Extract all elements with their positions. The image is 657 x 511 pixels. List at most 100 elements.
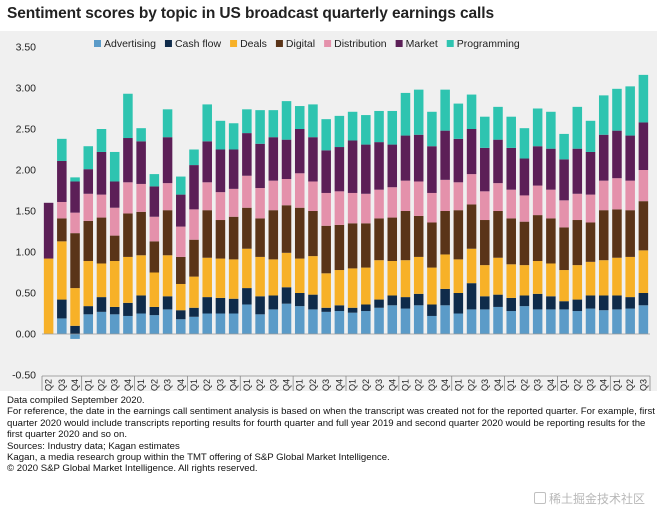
bar-segment-cash-flow [585, 295, 596, 309]
bar-segment-digital [202, 210, 212, 258]
x-tick-label: Q4 [282, 379, 292, 391]
x-tick-label: Q3 [215, 379, 225, 391]
bar-segment-digital [242, 207, 252, 249]
bar-segment-cash-flow [440, 288, 450, 306]
x-tick-label: Q3 [110, 379, 120, 391]
bar-segment-cash-flow [413, 293, 424, 306]
bar-segment-market [109, 181, 120, 208]
x-tick-label: Q3 [374, 379, 384, 391]
bar-segment-market [413, 134, 424, 182]
bar-segment-programming [83, 146, 94, 170]
bar-segment-digital [638, 201, 649, 251]
bar-segment-programming [215, 120, 226, 150]
legend-swatch-distribution [324, 40, 332, 47]
bar-segment-distribution [612, 178, 622, 210]
bar-segment-distribution [453, 182, 464, 211]
bar-segment-market [387, 144, 398, 188]
bar-segment-advertising [308, 309, 318, 334]
bar-segment-advertising [559, 309, 569, 334]
bar-segment-market [598, 134, 609, 181]
bar-segment-digital [123, 213, 133, 257]
bar-segment-deals [176, 283, 186, 311]
bar-segment-market [202, 141, 212, 183]
bar-segment-advertising [493, 306, 503, 334]
bar-segment-digital [519, 221, 530, 266]
bar-segment-programming [506, 116, 516, 148]
bar-segment-market [149, 186, 160, 217]
bar-segment-deals [480, 265, 490, 297]
bar-segment-distribution [123, 182, 133, 214]
bar-segment-deals [519, 265, 530, 296]
bar-segment-cash-flow [546, 296, 556, 310]
bar-segment-deals [43, 258, 54, 334]
bar-segment-programming [308, 104, 318, 138]
bar-segment-deals [413, 256, 424, 294]
bar-segment-cash-flow [189, 307, 199, 317]
legend-swatch-programming [446, 40, 454, 47]
note-kagan: Kagan, a media research group within the… [7, 452, 390, 464]
bar-segment-market [215, 149, 226, 193]
bar-segment-advertising [585, 308, 596, 334]
bar-segment-cash-flow [321, 307, 331, 312]
bar-segment-deals [506, 264, 516, 298]
bar-segment-deals [347, 268, 358, 308]
bar-segment-cash-flow [612, 295, 622, 310]
title-bar: Sentiment scores by topic in US broadcas… [0, 0, 657, 30]
bar-segment-cash-flow [162, 296, 173, 310]
bar-segment-deals [598, 260, 609, 296]
bar-segment-cash-flow [308, 294, 318, 310]
x-tick-label: Q3 [638, 379, 648, 391]
bar-segment-market [519, 158, 530, 196]
bar-segment-digital [585, 222, 596, 262]
bar-segment-deals [532, 261, 543, 294]
bar-segment-market [400, 135, 411, 181]
legend-label: Digital [286, 38, 315, 50]
bar-segment-market [361, 144, 371, 194]
legend-label: Programming [457, 38, 520, 50]
bar-segment-advertising [242, 304, 252, 334]
x-tick-label: Q2 [467, 379, 477, 391]
bar-segment-distribution [321, 192, 331, 226]
bar-segment-cash-flow [532, 293, 543, 310]
x-tick-label: Q2 [96, 379, 106, 391]
bar-segment-distribution [308, 181, 318, 211]
bar-segment-programming [228, 123, 239, 150]
bar-segment-programming [546, 111, 556, 149]
bar-segment-deals [374, 260, 384, 300]
bar-segment-distribution [149, 216, 160, 242]
bar-segment-market [347, 140, 358, 193]
x-tick-label: Q1 [136, 379, 146, 391]
bar-segment-cash-flow [598, 295, 609, 311]
bar-segment-market [255, 143, 265, 189]
notes: Data compiled September 2020. For refere… [7, 395, 655, 475]
bar-segment-cash-flow [625, 297, 635, 309]
bar-segment-programming [334, 115, 345, 148]
bar-segment-digital [83, 220, 94, 262]
bar-segment-advertising [625, 308, 635, 334]
bar-segment-digital [361, 223, 371, 268]
bar-segment-programming [598, 95, 609, 135]
x-tick-label: Q1 [400, 379, 410, 391]
legend-swatch-cash-flow [164, 40, 172, 47]
bar-segment-market [532, 146, 543, 186]
x-tick-label: Q1 [83, 379, 93, 391]
bar-segment-cash-flow [559, 301, 569, 310]
bar-segment-distribution [281, 179, 292, 206]
bar-segment-advertising [453, 313, 464, 334]
bar-segment-cash-flow [361, 304, 371, 312]
x-tick-label: Q2 [361, 379, 371, 391]
bar-segment-deals [149, 272, 160, 307]
bar-segment-distribution [427, 192, 437, 223]
bar-segment-programming [559, 133, 569, 160]
bar-segment-digital [334, 224, 345, 271]
bar-segment-cash-flow [57, 299, 67, 319]
y-tick-label: 3.50 [16, 42, 37, 54]
bar-segment-programming [162, 109, 173, 138]
bar-segment-market [281, 139, 292, 180]
bar-segment-cash-flow [149, 306, 160, 316]
bar-segment-advertising [189, 316, 199, 334]
bar-segment-advertising [149, 315, 160, 334]
x-tick-label: Q1 [242, 379, 252, 391]
bar-segment-market [43, 202, 54, 259]
x-tick-label: Q4 [599, 379, 609, 391]
